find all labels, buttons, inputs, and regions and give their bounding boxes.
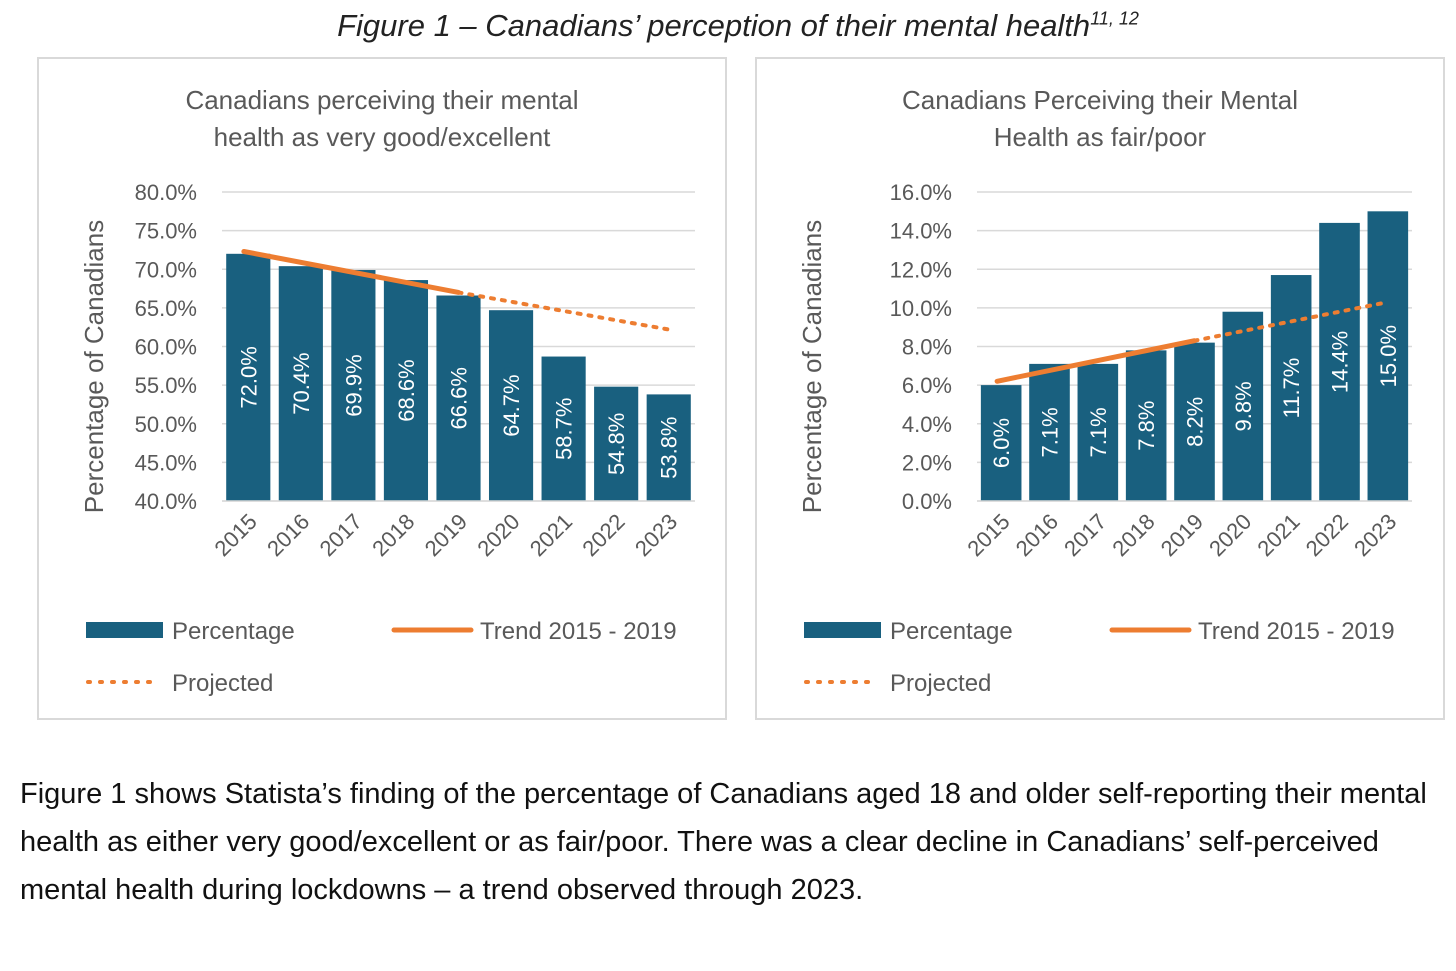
chart-panel-right — [755, 57, 1445, 720]
legend-label-percentage: Percentage — [172, 618, 295, 645]
data-label: 11.7% — [1279, 358, 1304, 419]
data-label: 58.7% — [552, 398, 577, 460]
bar — [1270, 275, 1312, 501]
y-tick-label: 60.0% — [135, 335, 197, 360]
x-tick-label: 2017 — [315, 509, 367, 561]
data-label: 7.1% — [1038, 407, 1063, 457]
data-label: 64.7% — [499, 374, 524, 436]
y-tick-label: 14.0% — [890, 219, 952, 244]
y-tick-label: 75.0% — [135, 219, 197, 244]
data-label: 54.8% — [604, 413, 629, 475]
bar — [1367, 211, 1409, 501]
data-label: 15.0% — [1376, 325, 1401, 387]
y-tick-label: 40.0% — [135, 489, 197, 514]
y-tick-label: 8.0% — [902, 335, 952, 360]
bar — [488, 310, 534, 501]
data-label: 7.1% — [1086, 407, 1111, 457]
projected-line — [456, 290, 671, 332]
data-label: 53.8% — [657, 417, 682, 479]
x-tick-label: 2016 — [1011, 509, 1063, 561]
bar — [383, 280, 429, 501]
y-tick-label: 12.0% — [890, 257, 952, 282]
bar — [278, 266, 323, 501]
x-tick-label: 2021 — [1252, 509, 1304, 561]
x-tick-label: 2021 — [525, 509, 577, 561]
data-label: 14.4% — [1328, 331, 1353, 393]
y-tick-label: 16.0% — [890, 180, 952, 205]
x-tick-label: 2019 — [420, 509, 472, 561]
chart-title-line: Canadians Perceiving their Mental — [902, 85, 1298, 115]
data-label: 70.4% — [289, 352, 314, 414]
chart-title-line: Canadians perceiving their mental — [185, 85, 579, 115]
x-tick-label: 2022 — [577, 509, 629, 561]
y-axis-title: Percentage of Canadians — [79, 220, 109, 513]
trend-line — [994, 338, 1197, 384]
figure-title-text: Figure 1 – Canadians’ perception of thei… — [337, 8, 1091, 43]
chart-title-line: health as very good/excellent — [213, 122, 551, 152]
bar — [541, 356, 586, 501]
x-tick-label: 2020 — [1204, 509, 1256, 561]
x-tick-label: 2020 — [472, 509, 524, 561]
bar — [646, 394, 691, 501]
figure-caption: Figure 1 shows Statista’s finding of the… — [20, 778, 1427, 906]
bar — [1029, 363, 1070, 501]
bar — [226, 253, 271, 501]
legend-label-projected: Projected — [890, 670, 991, 697]
bar — [980, 385, 1022, 501]
projected-line — [1192, 300, 1390, 343]
x-tick-label: 2015 — [210, 509, 262, 561]
data-label: 66.6% — [447, 367, 472, 429]
x-tick-label: 2017 — [1059, 509, 1111, 561]
bar — [1222, 311, 1264, 501]
figure-title-footnote: 11, 12 — [1090, 8, 1139, 29]
figure-title: Figure 1 – Canadians’ perception of thei… — [0, 8, 1456, 44]
legend-swatch-percentage — [86, 622, 163, 638]
data-label: 68.6% — [394, 359, 419, 421]
trend-line — [241, 248, 461, 295]
legend-label-projected: Projected — [172, 670, 273, 697]
y-tick-label: 10.0% — [890, 296, 952, 321]
legend-label-percentage: Percentage — [890, 618, 1013, 645]
chart-panel-left — [37, 57, 727, 720]
y-tick-label: 6.0% — [902, 373, 952, 398]
legend-swatch-percentage — [804, 622, 881, 638]
data-label: 69.9% — [341, 354, 366, 416]
chart-title-line: Health as fair/poor — [993, 122, 1207, 152]
legend-label-trend: Trend 2015 - 2019 — [480, 618, 677, 645]
y-tick-label: 45.0% — [135, 450, 197, 475]
x-tick-label: 2023 — [1349, 509, 1401, 561]
y-tick-label: 4.0% — [902, 412, 952, 437]
y-tick-label: 70.0% — [135, 257, 197, 282]
bar — [1174, 342, 1215, 501]
y-tick-label: 65.0% — [135, 296, 197, 321]
y-tick-label: 0.0% — [902, 489, 952, 514]
x-tick-label: 2023 — [630, 509, 682, 561]
y-tick-label: 55.0% — [135, 373, 197, 398]
data-label: 9.8% — [1231, 381, 1256, 431]
chart-title-right: Canadians Perceiving their Mental Health … — [755, 82, 1445, 156]
x-tick-label: 2019 — [1156, 509, 1208, 561]
y-tick-label: 50.0% — [135, 412, 197, 437]
x-tick-label: 2015 — [962, 509, 1014, 561]
bar — [436, 295, 481, 501]
bar — [1319, 222, 1360, 501]
y-axis-title: Percentage of Canadians — [797, 220, 827, 513]
y-tick-label: 2.0% — [902, 450, 952, 475]
x-tick-label: 2022 — [1301, 509, 1353, 561]
data-label: 72.0% — [236, 346, 261, 408]
chart-title-left: Canadians perceiving their mental health … — [37, 82, 727, 156]
data-label: 7.8% — [1134, 401, 1159, 451]
charts-canvas: 40.0% 45.0% 50.0% 55.0% 60.0% 65.0% 70.0% 75.0%… — [79, 180, 1412, 697]
x-tick-label: 2016 — [262, 509, 314, 561]
bar — [331, 270, 376, 501]
bar — [1125, 350, 1167, 501]
x-tick-label: 2018 — [367, 509, 419, 561]
x-tick-label: 2018 — [1107, 509, 1159, 561]
data-label: 8.2% — [1183, 397, 1208, 447]
legend-label-trend: Trend 2015 - 2019 — [1198, 618, 1395, 645]
bar — [1077, 363, 1119, 501]
bar — [594, 386, 639, 501]
y-tick-label: 80.0% — [135, 180, 197, 205]
data-label: 6.0% — [989, 418, 1014, 468]
